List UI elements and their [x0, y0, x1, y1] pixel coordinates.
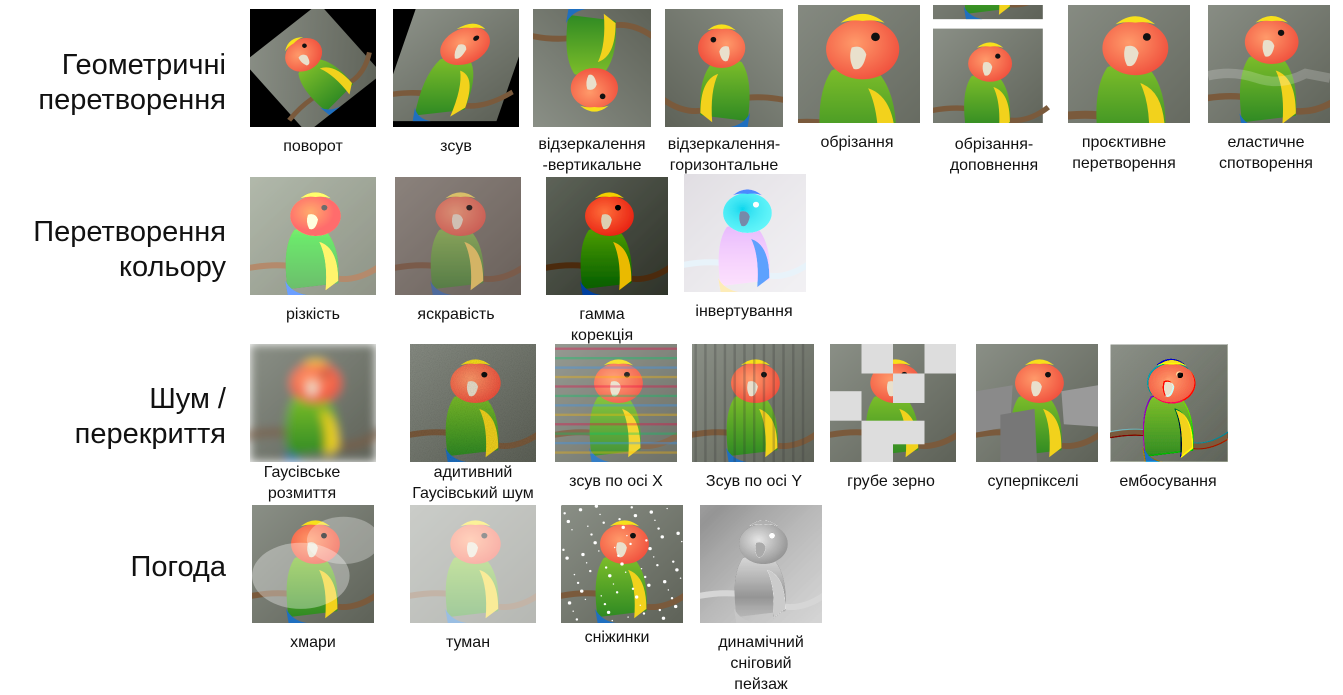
- augmented-parrot-image: [933, 5, 1055, 123]
- row-title: Погода: [130, 551, 226, 583]
- augmentation-caption: хмари: [290, 634, 336, 651]
- augmented-parrot-image: [250, 9, 376, 127]
- augmented-parrot-image: [250, 344, 376, 462]
- augmentation-caption: суперпікселі: [987, 473, 1079, 490]
- augmented-parrot-image: [665, 9, 783, 127]
- augmented-parrot-image: [250, 177, 376, 295]
- augmented-parrot-image: [1208, 5, 1330, 123]
- augmentation-caption: обрізання- доповнення: [949, 136, 1039, 174]
- augmentation-caption: поворот: [283, 138, 343, 155]
- augmentation-caption: Зсув по осі Y: [705, 473, 803, 490]
- augmentation-caption: зсув: [440, 138, 472, 155]
- augmentation-caption: обрізання: [820, 134, 894, 151]
- augmentation-caption: відзеркалення -вертикальне: [538, 136, 646, 174]
- augmentation-caption: різкість: [285, 306, 340, 323]
- augmentation-caption: гамма корекція: [570, 306, 634, 344]
- augmentation-caption: еластичне спотворення: [1219, 134, 1313, 172]
- augmentation-caption: адитивний Гаусівський шум: [412, 464, 534, 502]
- augmented-parrot-image: [976, 344, 1098, 462]
- augmentation-caption: яскравість: [417, 306, 495, 323]
- augmented-parrot-image: [410, 505, 536, 623]
- augmented-parrot-image: [252, 505, 374, 623]
- augmentation-caption: ембосування: [1119, 473, 1217, 490]
- augmented-parrot-image: [684, 174, 806, 292]
- augmented-parrot-image: [1068, 5, 1190, 123]
- augmentation-caption: відзеркалення- горизонтальне: [667, 136, 781, 174]
- augmentation-caption: проєктивне перетворення: [1072, 134, 1176, 172]
- augmented-parrot-image: [410, 344, 536, 462]
- augmented-parrot-image: [546, 177, 668, 295]
- row-title: Геометричні перетворення: [38, 49, 226, 116]
- augmentation-caption: туман: [445, 634, 491, 651]
- row-title: Перетворення кольору: [33, 216, 226, 283]
- augmentation-caption: сніжинки: [584, 629, 650, 646]
- augmented-parrot-image: [1110, 344, 1228, 462]
- augmented-parrot-image: [692, 344, 814, 462]
- augmented-parrot-image: [395, 177, 521, 295]
- augmented-parrot-image: [561, 505, 683, 623]
- augmented-parrot-image: [533, 9, 651, 127]
- augmentation-caption: динамічний сніговий пейзаж: [718, 634, 804, 693]
- augmentation-caption: інвертування: [695, 303, 793, 320]
- augmented-parrot-image: [798, 5, 920, 123]
- augmented-parrot-image: [830, 344, 956, 462]
- augmented-parrot-image: [555, 344, 677, 462]
- augmentation-caption: грубе зерно: [847, 473, 935, 490]
- augmented-parrot-image: [700, 505, 822, 623]
- row-title: Шум /перекриття: [74, 383, 226, 450]
- augmentation-caption: зсув по осі X: [569, 473, 663, 490]
- augmentation-caption: Гаусівське розмиття: [263, 464, 341, 502]
- augmented-parrot-image: [393, 9, 519, 127]
